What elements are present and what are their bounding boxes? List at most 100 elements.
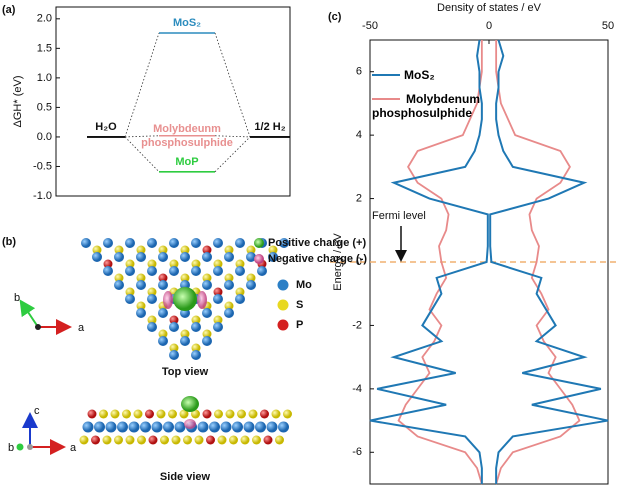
atom [125, 259, 135, 269]
atom [179, 409, 189, 419]
atom [102, 435, 112, 445]
atom [147, 322, 157, 332]
atom [235, 294, 245, 304]
atom [180, 329, 190, 339]
axis-label: a [70, 442, 77, 454]
atom [114, 280, 124, 290]
axis-origin [35, 324, 41, 330]
connector [124, 135, 160, 138]
atom [202, 336, 212, 346]
charge-density [173, 287, 197, 311]
atom [137, 435, 146, 445]
legend-marker [277, 279, 289, 291]
atom [125, 238, 135, 248]
y-tick-label: -2 [352, 319, 362, 331]
atom [213, 294, 223, 304]
atom [191, 322, 201, 332]
y-tick-label: 1.5 [37, 42, 52, 54]
atom [169, 322, 179, 332]
atom [202, 252, 212, 262]
atom [136, 280, 146, 290]
atom [105, 421, 117, 433]
atom [268, 252, 278, 262]
atom [191, 259, 201, 269]
axis-label: b [8, 442, 14, 454]
y-tick-label: 0 [356, 256, 362, 268]
panel-label: (a) [2, 4, 16, 16]
atom [197, 421, 209, 433]
atom [125, 266, 135, 276]
atom [266, 421, 278, 433]
atom [169, 259, 179, 269]
panel-label: (b) [2, 236, 16, 248]
view-title: Top view [162, 366, 209, 378]
x-axis-title: Density of states / eV [437, 2, 542, 14]
connector [124, 136, 160, 173]
atom [237, 409, 246, 419]
atom [158, 329, 168, 339]
charge-density [163, 291, 173, 309]
atom [91, 435, 100, 445]
atom [225, 409, 235, 419]
atom [158, 245, 168, 255]
x-tick-label: 50 [602, 20, 614, 32]
atom [94, 421, 105, 433]
panel-label: (c) [328, 11, 342, 23]
atom [81, 238, 91, 248]
axis-label: b [14, 292, 20, 304]
atom [246, 273, 256, 283]
atom [169, 343, 179, 353]
atom [191, 238, 201, 248]
atom [191, 343, 201, 353]
dos-curve [489, 39, 609, 484]
atom [220, 421, 232, 433]
dos-curve [397, 40, 483, 485]
connector [214, 32, 251, 138]
x-tick-label: -50 [362, 20, 378, 32]
view-title: Side view [160, 471, 211, 483]
atom [169, 350, 179, 360]
y-tick-label: 1.0 [37, 72, 52, 84]
atom [171, 435, 181, 445]
atom [224, 245, 234, 255]
y-tick-label: 0.0 [37, 131, 52, 143]
atom [133, 409, 143, 419]
atom [158, 336, 168, 346]
atom [145, 409, 154, 419]
atom [279, 238, 289, 248]
y-tick-label: 4 [356, 129, 362, 141]
atom [180, 336, 190, 346]
atom [168, 409, 177, 419]
connector [124, 32, 160, 138]
atom [213, 322, 223, 332]
atom [114, 273, 124, 283]
atom [191, 315, 201, 325]
atom [147, 287, 157, 297]
atom [235, 266, 245, 276]
atom [147, 315, 157, 325]
atom [169, 266, 179, 276]
axis-origin [27, 444, 33, 450]
atom [252, 435, 261, 445]
atom [240, 435, 250, 445]
atom [213, 238, 223, 248]
legend-label: MoS₂ [404, 68, 435, 82]
atom [158, 273, 168, 283]
series-label: Molybdeunm phosphosulphide [141, 122, 233, 149]
atom [180, 273, 190, 283]
y-tick-label: 0.5 [37, 101, 52, 113]
atom [103, 259, 113, 269]
atom [180, 252, 190, 262]
y-axis-title: Energy / eV [332, 233, 344, 291]
atom [169, 238, 179, 248]
atom [229, 435, 238, 445]
dos-curve [495, 40, 581, 485]
atom [202, 308, 212, 318]
annotation: Fermi level [372, 210, 426, 222]
legend-marker [277, 319, 289, 331]
legend-marker [254, 238, 264, 248]
atom [255, 421, 266, 433]
atom [148, 435, 158, 445]
